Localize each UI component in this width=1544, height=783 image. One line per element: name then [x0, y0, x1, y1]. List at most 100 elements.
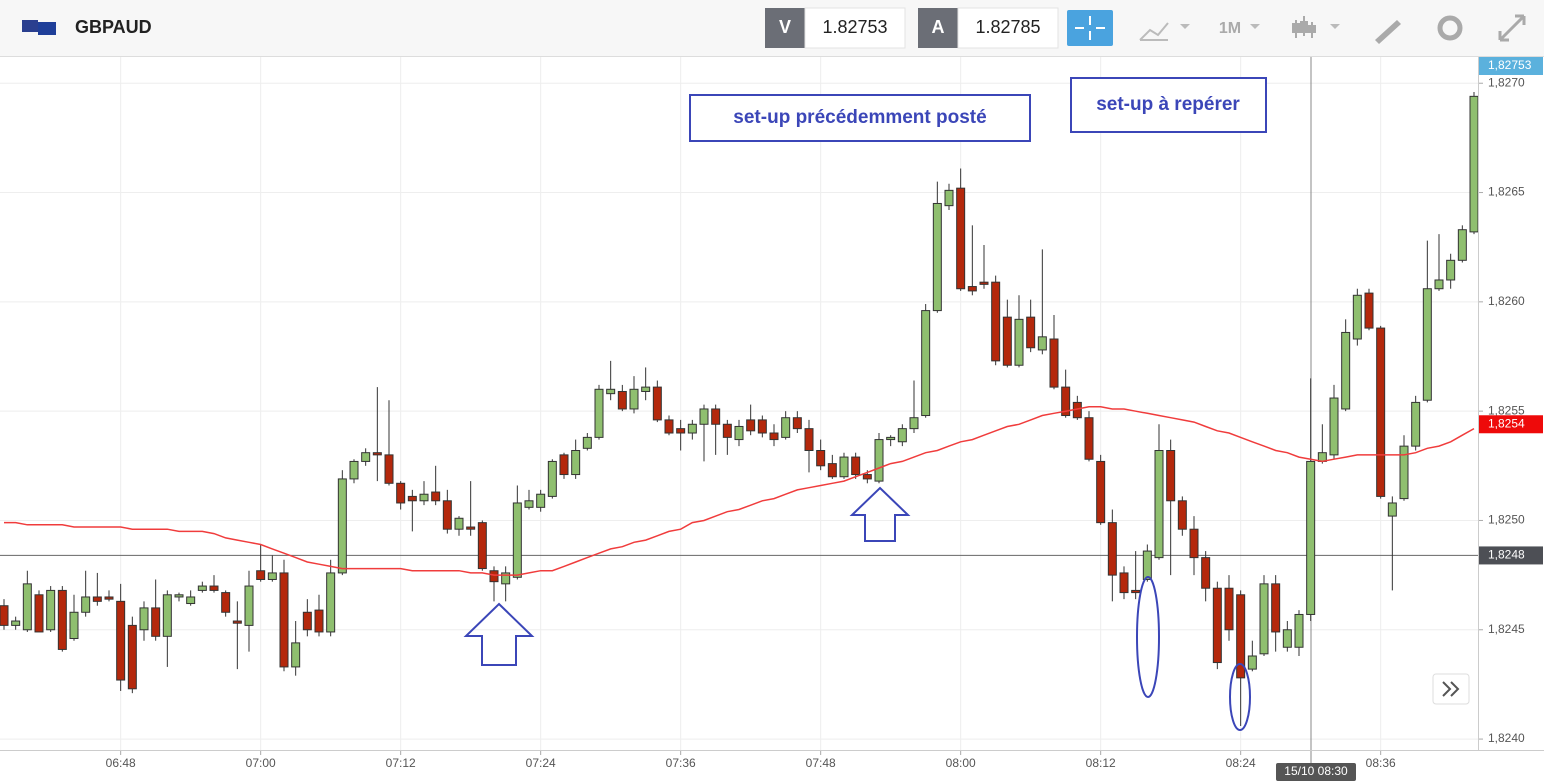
candle-body: [291, 642, 301, 668]
candle-body: [11, 620, 21, 626]
candle-body: [816, 450, 826, 467]
candle-body: [851, 456, 861, 476]
ask-label: A: [932, 17, 945, 37]
candle-body: [1446, 259, 1456, 281]
candle-body: [746, 419, 756, 432]
x-tick-label: 07:00: [246, 756, 276, 770]
candle-body: [221, 592, 231, 613]
timeframe[interactable]: 1M: [1219, 20, 1241, 37]
price-tag: [1479, 57, 1543, 75]
x-tick-label: 08:00: [946, 756, 976, 770]
candle-body: [1399, 445, 1409, 500]
candle-body: [734, 425, 744, 441]
flag-au: [38, 22, 56, 35]
x-tick-label: 06:48: [106, 756, 136, 770]
candle-body: [956, 187, 966, 290]
candle-body: [1341, 331, 1351, 410]
candle-body: [407, 495, 417, 502]
draw-icon[interactable]: [1375, 20, 1401, 44]
candle-body: [652, 386, 662, 421]
candle-body: [256, 570, 266, 580]
candle-body: [1376, 327, 1386, 497]
highlight-ellipse: [1136, 576, 1160, 698]
plot: [0, 91, 1479, 726]
candle-body: [699, 408, 709, 425]
candle-body: [1154, 450, 1164, 559]
candle-body: [92, 596, 102, 602]
candle-body: [22, 583, 32, 631]
candle-body: [722, 423, 732, 438]
candle-body: [372, 452, 382, 456]
candle-body: [162, 594, 172, 637]
x-tick-label: 07:48: [806, 756, 836, 770]
candle-body: [1306, 460, 1316, 615]
candle-body: [897, 428, 907, 443]
x-tick-label: 07:12: [386, 756, 416, 770]
price-tag-label: 1,8254: [1488, 416, 1525, 430]
candle-body: [991, 281, 1001, 362]
candle-body: [606, 388, 616, 395]
candle-body: [186, 596, 196, 605]
candle-body: [1212, 587, 1222, 664]
candle-body: [477, 522, 487, 570]
candle-body: [57, 589, 67, 650]
candle-body: [559, 454, 569, 476]
crosshair-icon: [1075, 16, 1105, 40]
dropdown: [1250, 24, 1260, 29]
moving-average: [4, 406, 1475, 576]
price-tag-label: 1,82753: [1488, 58, 1532, 72]
candle-body: [921, 310, 931, 417]
candle-body: [151, 607, 161, 637]
bid-button[interactable]: [765, 8, 805, 48]
bid-box: [804, 7, 906, 49]
candle-body: [1329, 397, 1339, 456]
bid-price: 1.82753: [822, 17, 887, 37]
candle-body: [757, 419, 767, 434]
ask-button[interactable]: [918, 8, 958, 48]
candle-body: [781, 417, 791, 438]
price-tag-label: 1,8248: [1488, 548, 1525, 562]
arrow: [463, 602, 535, 666]
candle-body: [1294, 613, 1304, 648]
candle-body: [431, 491, 441, 502]
candle-body: [1037, 336, 1047, 351]
y-tick-label: 1,8255: [1488, 403, 1525, 417]
candle-body: [1364, 292, 1374, 329]
price-tag: [1479, 546, 1543, 565]
candle-body: [944, 189, 954, 207]
candle-body: [571, 450, 581, 476]
y-tick-label: 1,8240: [1488, 731, 1525, 745]
settings-icon[interactable]: [1437, 15, 1463, 41]
candle-body: [419, 493, 429, 502]
crosshair-button[interactable]: [1067, 10, 1113, 46]
dropdown: [1330, 24, 1340, 29]
candle-body: [0, 605, 9, 626]
candle-body: [116, 600, 126, 681]
x-tick-label: 07:36: [666, 756, 696, 770]
candle-body: [349, 460, 359, 480]
tags: 1,8248 1,8254 1,82753: [1479, 57, 1543, 565]
candle-body: [361, 452, 371, 462]
candle-body: [874, 439, 884, 482]
candle-body: [1142, 550, 1152, 580]
candle-body: [1247, 655, 1257, 670]
candle-body: [1107, 522, 1117, 576]
candle-body: [909, 417, 919, 430]
grid: 1,8240 1,8245 1,8250 1,8255 1,8260 1,8265 1,82…: [0, 57, 1525, 770]
candle-body: [1189, 528, 1199, 559]
candle-body: [1201, 557, 1211, 589]
candle-body: [769, 432, 779, 441]
candle-body: [1271, 583, 1281, 633]
candle-body: [792, 417, 802, 430]
candle-body: [442, 500, 452, 530]
crosshair-label: 15/10 08:30: [1284, 764, 1348, 778]
candle-body: [1084, 417, 1094, 460]
candle-icon[interactable]: [1292, 16, 1316, 38]
x-tick-label: 08:24: [1226, 756, 1256, 770]
chart-type-icon[interactable]: [1139, 22, 1169, 41]
highlight-ellipse: [1229, 663, 1251, 731]
candle-body: [1166, 450, 1176, 502]
candle-body: [1469, 95, 1479, 233]
candle-body: [839, 456, 849, 478]
fullscreen-icon[interactable]: [1498, 14, 1526, 42]
